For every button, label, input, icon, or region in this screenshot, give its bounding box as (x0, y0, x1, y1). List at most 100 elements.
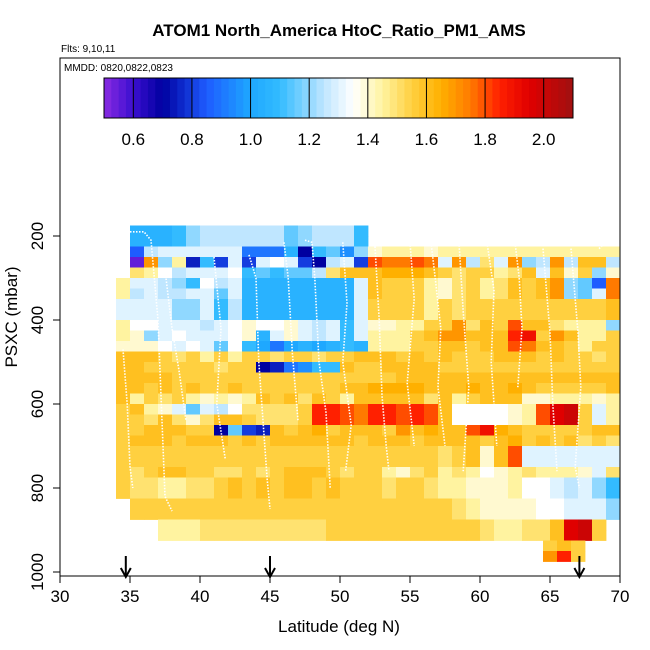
heatmap-cell (256, 330, 271, 342)
heatmap-cell (340, 225, 355, 237)
heatmap-cell (340, 425, 355, 436)
heatmap-cell (144, 477, 159, 489)
heatmap-cell (536, 435, 551, 447)
heatmap-cell (424, 246, 439, 258)
heatmap-cell (396, 456, 411, 468)
heatmap-cell (186, 530, 201, 541)
heatmap-cell (508, 309, 523, 321)
heatmap-cell (410, 257, 425, 268)
heatmap-cell (326, 372, 341, 384)
heatmap-cell (326, 299, 341, 310)
heatmap-cell (452, 404, 467, 415)
heatmap-cell (480, 341, 495, 352)
heatmap-cell (396, 267, 411, 279)
heatmap-cell (340, 456, 355, 468)
heatmap-cell (606, 299, 621, 310)
heatmap-cell (172, 488, 187, 499)
heatmap-cell (494, 435, 509, 447)
heatmap-cell (340, 320, 355, 331)
heatmap-cell (270, 425, 285, 436)
heatmap-cell (270, 404, 285, 415)
heatmap-cell (130, 404, 145, 415)
heatmap-cell (326, 425, 341, 436)
heatmap-cell (354, 509, 369, 520)
heatmap-cell (550, 299, 565, 310)
colorbar-swatch (397, 78, 405, 118)
heatmap-cell (368, 351, 383, 363)
heatmap-cell (410, 267, 425, 279)
heatmap-cell (466, 467, 481, 478)
heatmap-cell (494, 351, 509, 363)
heatmap-cell (172, 383, 187, 394)
heatmap-cell (284, 225, 299, 237)
heatmap-cell (480, 519, 495, 531)
heatmap-cell (480, 393, 495, 405)
heatmap-cell (256, 372, 271, 384)
heatmap-cell (172, 498, 187, 510)
heatmap-cell (564, 299, 579, 310)
heatmap-cell (200, 267, 215, 279)
heatmap-cell (368, 425, 383, 436)
axes: 30 35 40 45 50 55 60 65 70 200 400 600 800 1000 (28, 222, 629, 606)
heatmap-cell (480, 257, 495, 268)
heatmap-cell (214, 509, 229, 520)
heatmap-cell (494, 362, 509, 373)
heatmap-cell (508, 414, 523, 426)
x-tick-label: 65 (541, 587, 560, 606)
heatmap-cell (508, 320, 523, 331)
heatmap-cell (242, 320, 257, 331)
heatmap-cell (214, 383, 229, 394)
heatmap-cell (354, 288, 369, 300)
heatmap-cell (466, 257, 481, 268)
heatmap-cell (200, 351, 215, 363)
heatmap-cell (256, 477, 271, 489)
heatmap-cell (284, 267, 299, 279)
heatmap-cell (256, 393, 271, 405)
heatmap-cell (158, 309, 173, 321)
flight-track (514, 242, 523, 388)
heatmap-cell (550, 351, 565, 363)
heatmap-cell (396, 351, 411, 363)
heatmap-cell (382, 425, 397, 436)
heatmap-cell (298, 351, 313, 363)
heatmap-cell (116, 383, 131, 394)
heatmap-cell (256, 519, 271, 531)
heatmap-cell (354, 467, 369, 478)
heatmap-cell (508, 351, 523, 363)
heatmap-cell (550, 372, 565, 384)
heatmap-cell (480, 320, 495, 331)
colorbar-swatch (111, 78, 120, 118)
heatmap-cell (564, 530, 579, 541)
chart-title: ATOM1 North_America HtoC_Ratio_PM1_AMS (152, 21, 525, 40)
heatmap-cell (382, 519, 397, 531)
heatmap-cell (130, 435, 145, 447)
heatmap-cell (214, 225, 229, 237)
heatmap-cell (466, 320, 481, 331)
heatmap-cell (536, 257, 551, 268)
heatmap-cell (522, 278, 537, 289)
heatmap-cell (144, 267, 159, 279)
heatmap-cell (564, 309, 579, 321)
heatmap-cell (158, 372, 173, 384)
heatmap-cell (270, 446, 285, 457)
heatmap-cell (158, 330, 173, 342)
heatmap-cell (564, 278, 579, 289)
heatmap-cell (550, 267, 565, 279)
heatmap-cell (550, 383, 565, 394)
heatmap-cell (452, 330, 467, 342)
heatmap-cell (214, 320, 229, 331)
heatmap-cell (172, 225, 187, 237)
colorbar-swatch (345, 78, 354, 118)
heatmap-cell (270, 278, 285, 289)
heatmap-cell (312, 404, 327, 415)
heatmap-cell (116, 330, 131, 342)
heatmap-cell (326, 383, 341, 394)
heatmap-cell (130, 509, 145, 520)
heatmap-cell (326, 435, 341, 447)
x-tick-label: 30 (51, 587, 70, 606)
x-tick-label: 60 (471, 587, 490, 606)
heatmap-cell (340, 309, 355, 321)
heatmap-cell (424, 309, 439, 321)
heatmap-cell (438, 383, 453, 394)
heatmap-cell (158, 446, 173, 457)
